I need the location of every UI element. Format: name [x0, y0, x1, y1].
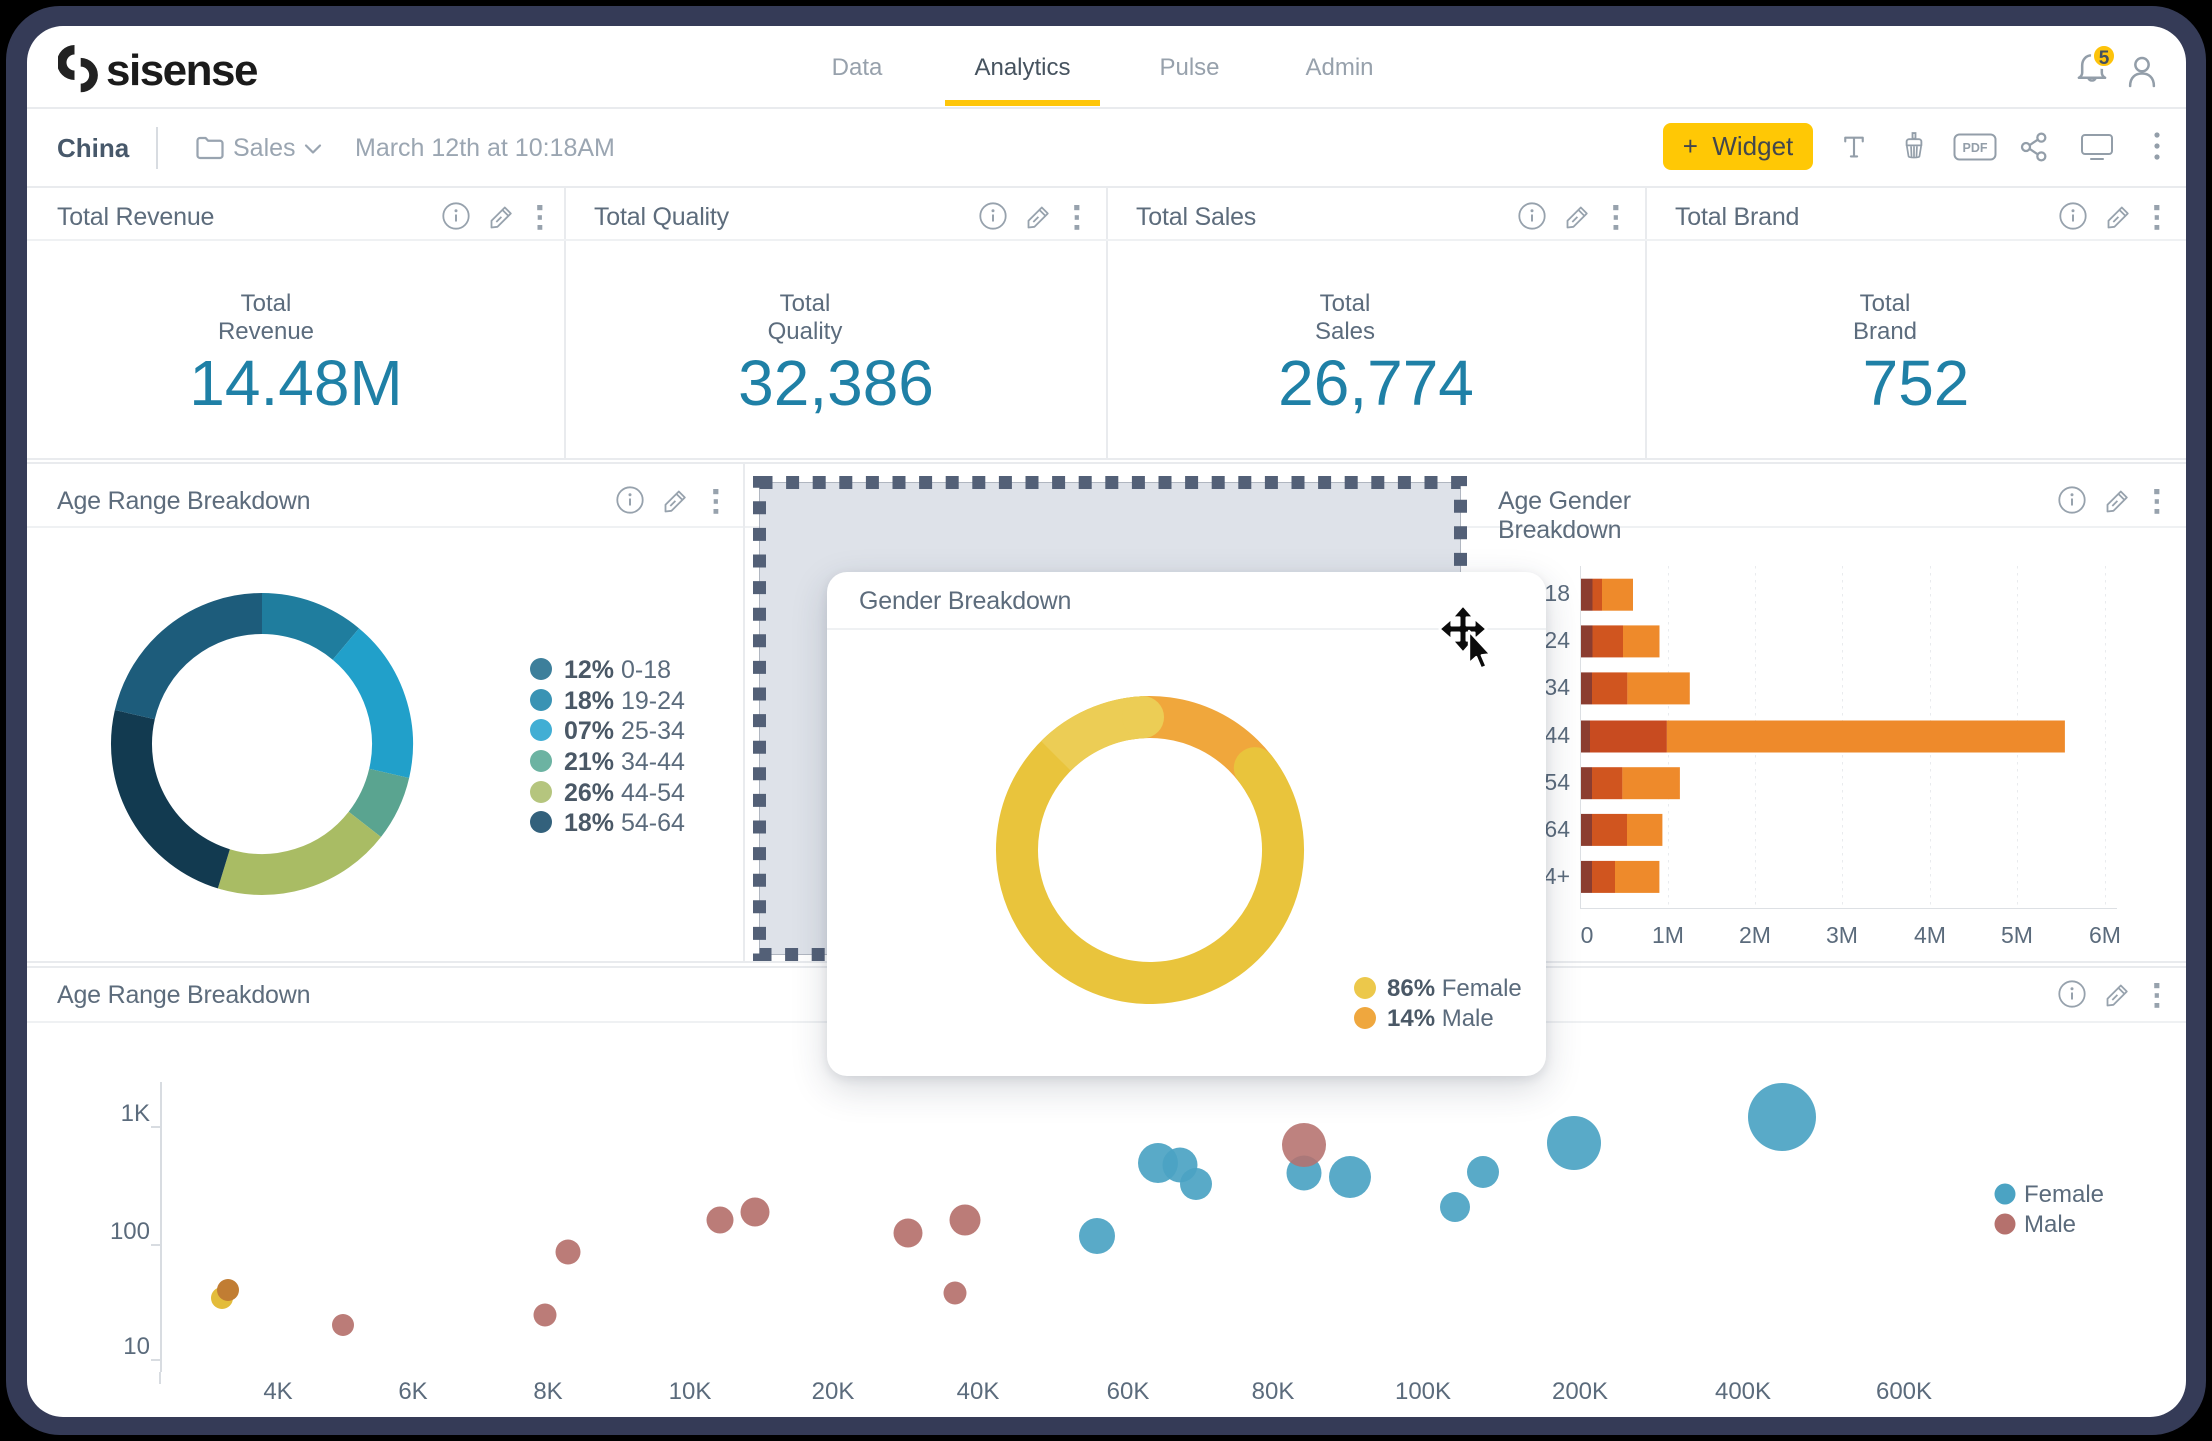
- svg-text:18% 19-24: 18% 19-24: [564, 687, 685, 715]
- svg-text:86% Female: 86% Female: [1387, 975, 1522, 1002]
- svg-text:Female: Female: [2024, 1181, 2104, 1208]
- svg-text:26% 44-54: 26% 44-54: [564, 779, 685, 807]
- svg-text:Male: Male: [2024, 1211, 2076, 1238]
- svg-text:14% Male: 14% Male: [1387, 1005, 1494, 1032]
- svg-text:12% 0-18: 12% 0-18: [564, 656, 671, 684]
- svg-text:PDF: PDF: [1963, 141, 1988, 155]
- svg-text:07% 25-34: 07% 25-34: [564, 717, 685, 745]
- svg-text:18% 54-64: 18% 54-64: [564, 809, 685, 837]
- svg-text:21% 34-44: 21% 34-44: [564, 748, 685, 776]
